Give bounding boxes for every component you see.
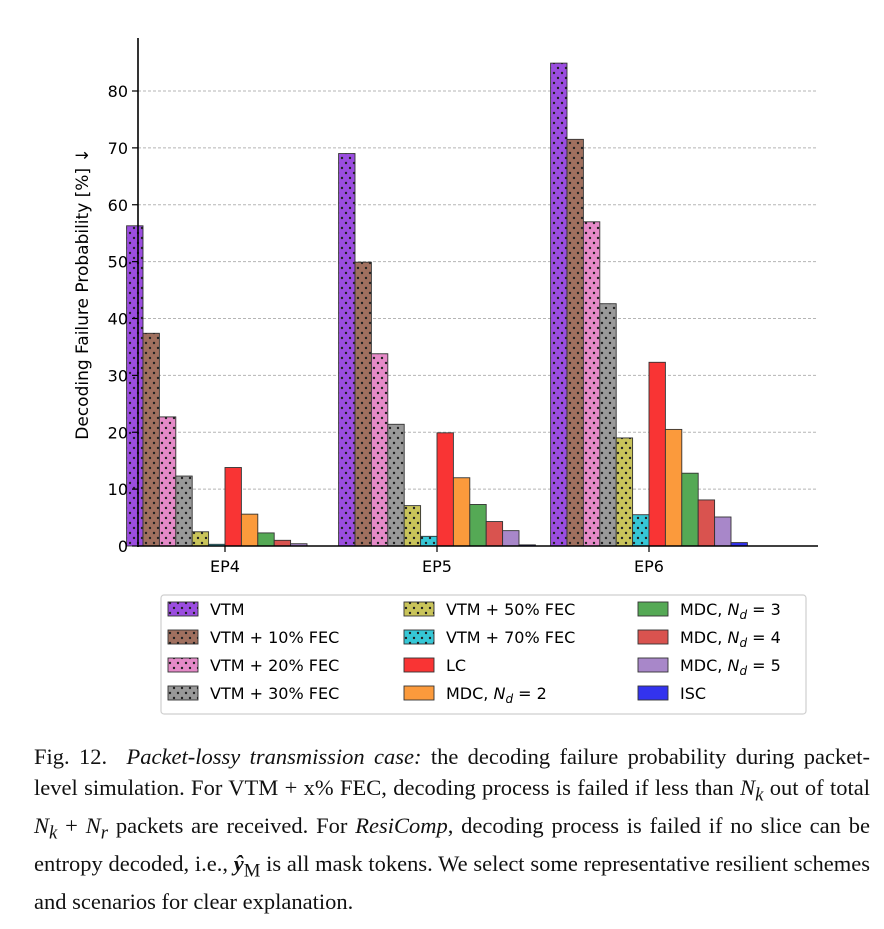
caption-math-plus: + (57, 812, 86, 838)
legend-entry: ISC (637, 684, 706, 703)
caption-resicomp: ResiComp (355, 812, 448, 838)
bar (697, 499, 716, 547)
bar (452, 477, 471, 547)
y-tick-labels: 0 10 20 30 40 50 60 70 80 (108, 82, 138, 556)
legend-entry: VTM + 50% FEC (403, 600, 575, 619)
legend-label: VTM + 70% FEC (446, 628, 575, 647)
bar (550, 62, 568, 547)
y-tick-label: 50 (108, 253, 128, 272)
bar (436, 432, 454, 547)
legend: VTM VTM + 10% FEC VTM + 20% FEC VTM + 30% F… (160, 594, 807, 715)
bar (158, 416, 177, 547)
legend-label: VTM + 50% FEC (446, 600, 575, 619)
bar (273, 539, 292, 547)
caption-title: Packet-lossy transmission case: (126, 744, 422, 769)
legend-frame (160, 594, 807, 715)
bar (632, 514, 650, 547)
bar (648, 361, 666, 547)
grid-lines (138, 90, 818, 490)
legend-entry: MDC, Nd = 4 (637, 628, 781, 650)
legend-label: MDC, Nd = 3 (680, 600, 781, 622)
caption-math-sum-sub2: r (100, 822, 109, 843)
bar (387, 423, 405, 547)
y-tick-label: 20 (108, 423, 128, 442)
bar (224, 467, 242, 547)
caption-math-sum-n2: N (85, 812, 101, 838)
y-tick-label: 70 (108, 139, 128, 158)
legend-label: MDC, Nd = 2 (446, 684, 547, 706)
caption-text-2: out of total (763, 774, 870, 800)
bar (502, 530, 520, 547)
legend-label: MDC, Nd = 4 (680, 628, 781, 650)
legend-entry: VTM + 30% FEC (167, 684, 339, 703)
legend-entry: VTM + 70% FEC (403, 628, 575, 647)
legend-entry: MDC, Nd = 2 (403, 684, 547, 706)
y-tick-label: 10 (108, 480, 128, 499)
y-tick-label: 60 (108, 196, 128, 215)
bars (126, 62, 748, 547)
bar (338, 153, 356, 547)
bar (370, 353, 389, 547)
legend-label: ISC (680, 684, 706, 703)
x-tick-label: EP4 (210, 557, 240, 576)
x-tick-label: EP6 (634, 557, 664, 576)
axes (137, 38, 818, 547)
legend-entry: MDC, Nd = 3 (637, 600, 781, 622)
bar (420, 535, 438, 547)
caption-math-y-sub: M (243, 860, 261, 881)
y-tick-label: 0 (118, 537, 128, 556)
bar (681, 472, 699, 547)
legend-entry: LC (403, 656, 466, 675)
bar (191, 531, 210, 547)
decoding-failure-bar-chart: 0 10 20 30 40 50 60 70 80 EP4 EP5 EP6 Decoding Fai… (73, 38, 818, 715)
caption-math-nk-sub: k (755, 784, 764, 805)
legend-entry: VTM (167, 600, 245, 619)
bar (664, 428, 683, 547)
bar (469, 504, 487, 547)
legend-label: MDC, Nd = 5 (680, 656, 781, 678)
caption-text-4: , decoding process is failed if no slice… (34, 812, 870, 876)
legend-entry: VTM + 20% FEC (167, 656, 339, 675)
bar (354, 261, 372, 547)
x-tick-labels: EP4 EP5 EP6 (210, 546, 664, 576)
bar (582, 221, 601, 547)
bar (599, 303, 617, 547)
y-tick-label: 30 (108, 366, 128, 385)
bar (142, 332, 160, 547)
bar (566, 138, 584, 547)
legend-label: VTM + 20% FEC (210, 656, 339, 675)
bar (240, 513, 259, 547)
legend-label: LC (446, 656, 466, 675)
caption-math-sum-sub1: k (49, 822, 58, 843)
y-axis-label: Decoding Failure Probability [%] ↓ (73, 148, 93, 439)
legend-entry: MDC, Nd = 5 (637, 656, 781, 678)
caption-fig-label: Fig. 12. (34, 744, 108, 769)
caption-math-nk: N (740, 774, 756, 800)
caption-math-sum-n1: N (34, 812, 50, 838)
legend-entry: VTM + 10% FEC (167, 628, 339, 647)
caption-text-1: the decoding failure probability during … (34, 744, 871, 800)
bar (403, 505, 422, 547)
legend-label: VTM (210, 600, 245, 619)
x-tick-label: EP5 (422, 557, 452, 576)
bar (714, 516, 732, 547)
bar (126, 225, 144, 547)
caption-text-3: packets are received. For (108, 812, 356, 838)
figure-caption: Fig. 12. Packet-lossy transmission case:… (34, 742, 870, 917)
y-tick-label: 80 (108, 82, 128, 101)
y-tick-label: 40 (108, 310, 128, 329)
legend-label: VTM + 30% FEC (210, 684, 339, 703)
bar (485, 521, 504, 547)
bar (615, 437, 634, 547)
caption-math-y: ŷ (233, 850, 244, 876)
caption-text-5: is all mask tokens. We select some repre… (34, 850, 870, 914)
bar (175, 475, 193, 547)
bar (257, 532, 275, 547)
legend-label: VTM + 10% FEC (210, 628, 339, 647)
